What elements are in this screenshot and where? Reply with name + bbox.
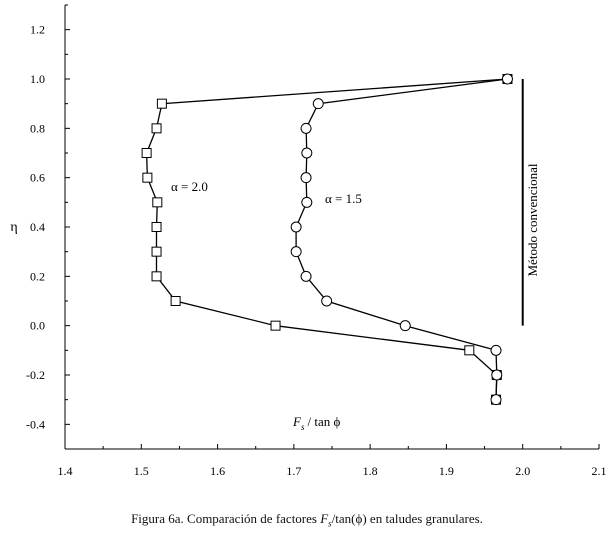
x-tick-label: 1.4 — [58, 464, 73, 478]
y-tick-label: 1.2 — [30, 23, 45, 37]
square-point — [142, 172, 153, 183]
chart-figure: 1.21.00.80.60.40.20.0-0.2-0.4 1.4 1.5 1.6 1… — [10, 4, 607, 478]
x-tick-label: 1.7 — [286, 464, 301, 478]
caption-middle: /tan(ϕ) en taludes granulares. — [331, 511, 483, 526]
square-point — [464, 345, 475, 356]
x-tick-label: 1.8 — [363, 464, 378, 478]
y-ticks: 1.2 1.0 0.8 0.6 0.4 0.2 0.0 -0.2 -0.4 — [26, 4, 70, 450]
circle-point — [490, 394, 502, 406]
square-point — [141, 148, 152, 158]
axes: 1.21.00.80.60.40.20.0-0.2-0.4 1.4 1.5 1.6 1… — [26, 4, 607, 478]
x-axis-label-sub: s — [301, 422, 305, 432]
x-axis-label-var: F — [292, 414, 302, 429]
x-axis-label: Fs / tan ϕ — [292, 414, 340, 432]
metodo-convencional-label: Método convencional — [525, 163, 540, 276]
circle-point — [501, 73, 513, 85]
circle-point — [301, 196, 313, 208]
series-line — [295, 78, 508, 400]
series-circle — [290, 73, 513, 406]
alpha-2-label: α = 2.0 — [171, 179, 208, 194]
y-tick-label: 0.0 — [30, 319, 45, 333]
series-layer — [141, 73, 513, 406]
square-point — [151, 246, 162, 257]
square-point — [151, 123, 162, 134]
circle-point — [301, 147, 313, 159]
square-point — [151, 222, 162, 232]
circle-point — [399, 320, 411, 332]
circle-point — [300, 172, 312, 184]
y-tick-label: -0.2 — [26, 368, 45, 382]
y-tick-label: -0.4 — [26, 417, 45, 431]
caption-sub: s — [328, 518, 332, 529]
alpha-1-5-label: α = 1.5 — [325, 191, 362, 206]
y-tick-label: 0.6 — [30, 171, 45, 185]
circle-point — [312, 98, 324, 110]
square-point — [151, 271, 162, 282]
x-axis-label-rest: / tan ϕ — [307, 414, 340, 429]
y-tick-label: 0.8 — [30, 121, 45, 135]
circle-point — [300, 270, 312, 282]
caption-prefix: Figura 6a. Comparación de factores — [131, 511, 321, 526]
x-tick-label: 2.1 — [592, 464, 607, 478]
figure-caption: Figura 6a. Comparación de factores Fs/ta… — [0, 511, 614, 529]
series-line — [145, 78, 508, 400]
square-point — [156, 98, 167, 109]
circle-point — [491, 369, 503, 381]
y-axis-label: η — [10, 220, 17, 235]
square-point — [170, 296, 181, 306]
series-square — [141, 74, 513, 405]
circle-point — [321, 295, 333, 307]
square-point — [152, 197, 163, 208]
circle-point — [300, 122, 312, 134]
x-tick-label: 2.0 — [515, 464, 530, 478]
y-tick-label: 0.2 — [30, 269, 45, 283]
x-tick-label: 1.6 — [210, 464, 225, 478]
x-tick-label: 1.9 — [439, 464, 454, 478]
circle-point — [290, 246, 302, 258]
square-point — [270, 320, 281, 331]
caption-var: F — [320, 511, 329, 526]
y-tick-label: 0.4 — [30, 220, 45, 234]
x-ticks: 1.4 1.5 1.6 1.7 1.8 1.9 2.0 2.1 — [58, 444, 607, 478]
circle-point — [490, 344, 502, 356]
y-tick-label: 1.0 — [30, 72, 45, 86]
circle-point — [290, 221, 302, 233]
x-tick-label: 1.5 — [134, 464, 149, 478]
